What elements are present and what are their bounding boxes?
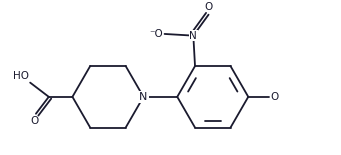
Text: N: N xyxy=(190,31,197,41)
Text: N: N xyxy=(139,92,148,102)
Text: O: O xyxy=(204,2,213,12)
Text: ⁻O: ⁻O xyxy=(149,29,163,39)
Text: O: O xyxy=(30,116,39,126)
Text: O: O xyxy=(270,92,278,102)
Text: HO: HO xyxy=(13,71,29,81)
